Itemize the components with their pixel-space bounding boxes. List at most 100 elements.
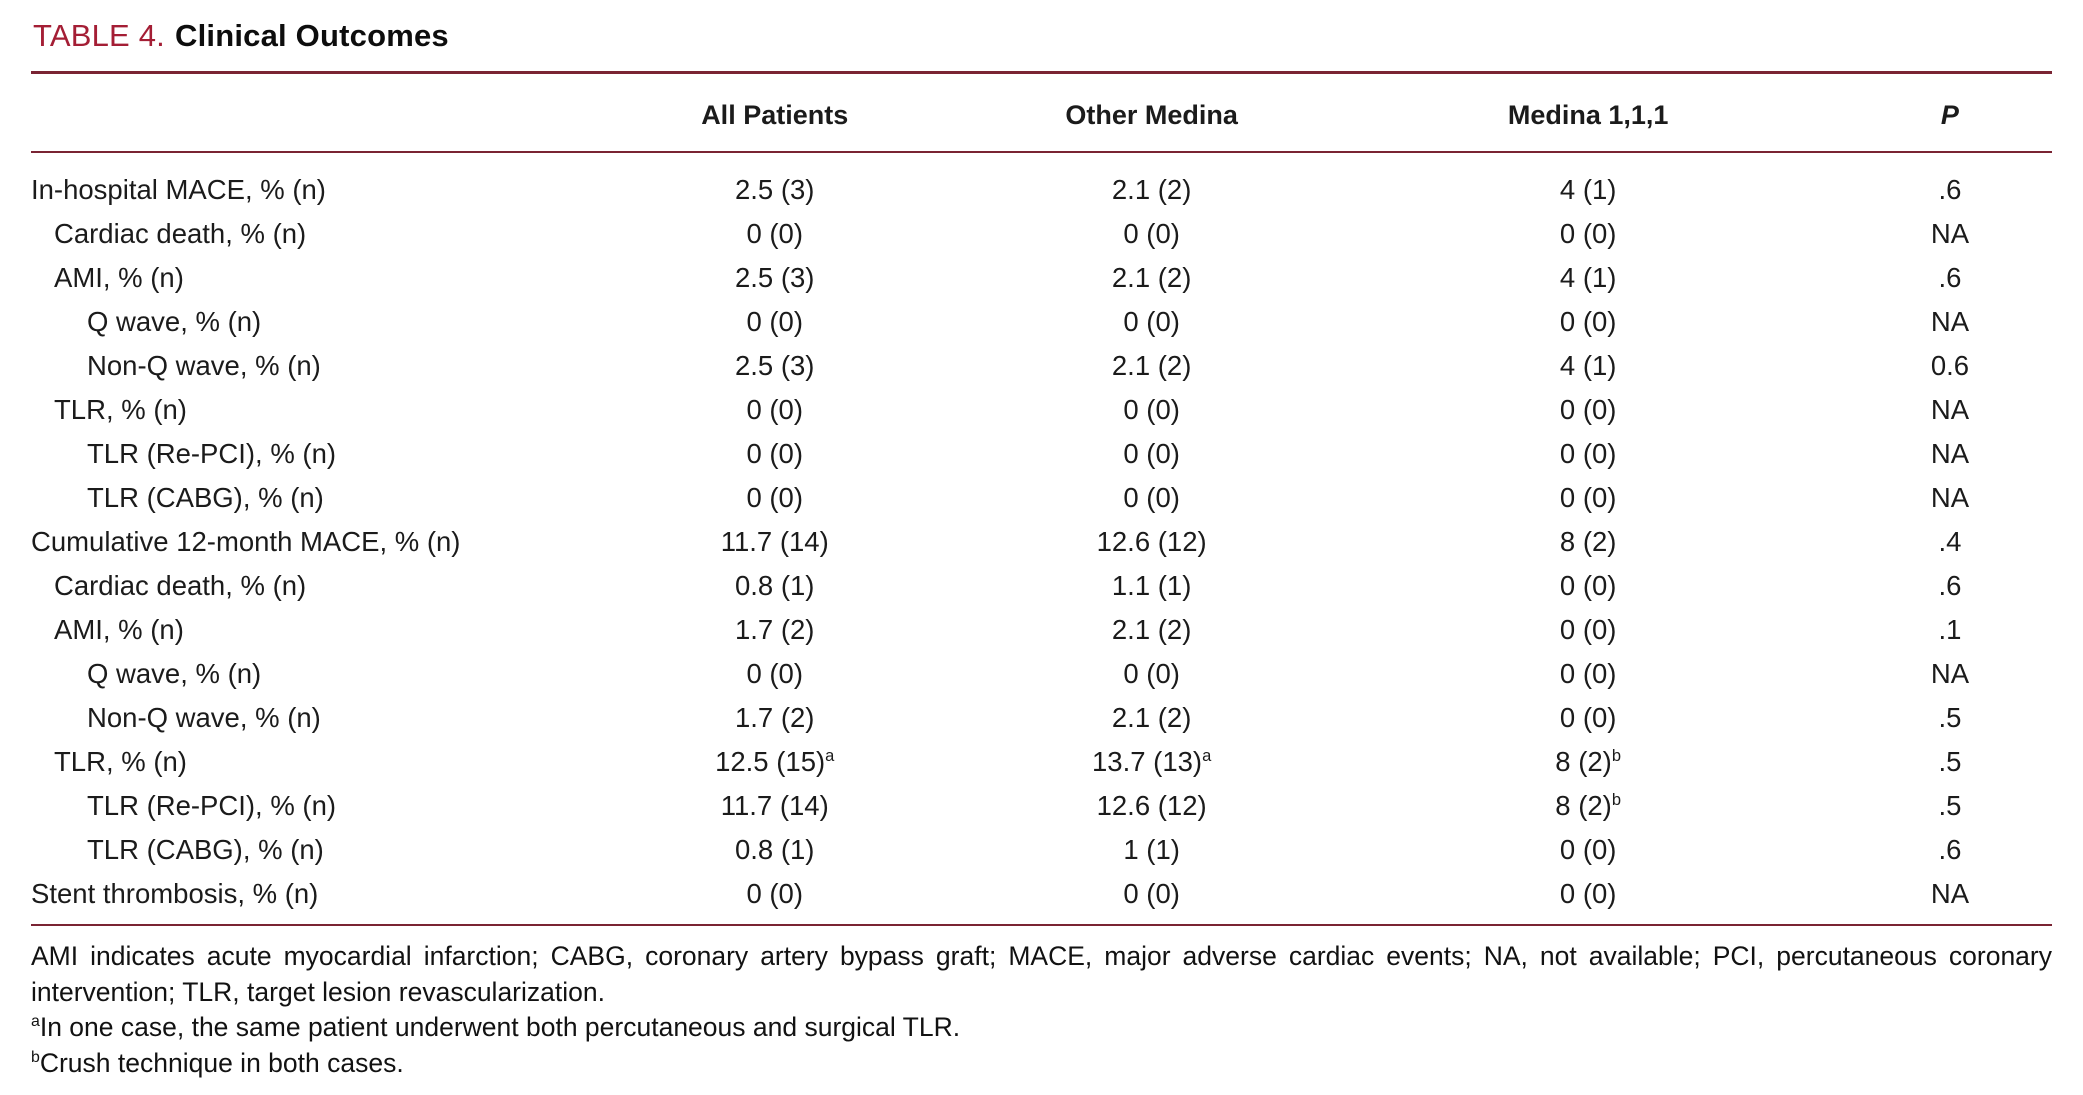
cell-value: .5 <box>1938 702 1962 733</box>
table-row: Cumulative 12-month MACE, % (n) 11.7 (14)… <box>31 520 2052 564</box>
cell-value: 8 (2) <box>1559 526 1617 557</box>
row-label: Cardiac death, % (n) <box>54 570 307 601</box>
row-label: In-hospital MACE, % (n) <box>31 174 326 205</box>
footnote-marker: b <box>31 1048 40 1066</box>
table-row: TLR (CABG), % (n) 0 (0) 0 (0) 0 (0) NA <box>31 476 2052 520</box>
cell-value: 0 (0) <box>1559 394 1617 425</box>
cell-value: 4 (1) <box>1559 350 1617 381</box>
cell-value: 0 (0) <box>1559 702 1617 733</box>
cell-value: 12.6 (12) <box>1096 790 1207 821</box>
row-label: Q wave, % (n) <box>87 306 262 337</box>
cell-value: 0.8 (1) <box>734 834 815 865</box>
row-label: Non-Q wave, % (n) <box>87 350 321 381</box>
row-label: Cardiac death, % (n) <box>54 218 307 249</box>
column-header-other-medina: Other Medina <box>974 72 1329 153</box>
footnote-line: bCrush technique in both cases. <box>31 1047 404 1078</box>
cell-value: 0 (0) <box>1559 306 1617 337</box>
cell-value: NA <box>1930 394 1970 425</box>
table-row: AMI, % (n) 2.5 (3) 2.1 (2) 4 (1) .6 <box>31 256 2052 300</box>
table-row: TLR, % (n) 0 (0) 0 (0) 0 (0) NA <box>31 388 2052 432</box>
header-row: All Patients Other Medina Medina 1,1,1 P <box>31 72 2052 153</box>
cell-value: 8 (2)b <box>1555 790 1622 821</box>
row-label: Q wave, % (n) <box>87 658 262 689</box>
cell-value: 0 (0) <box>1123 482 1180 513</box>
table-row: TLR (Re-PCI), % (n) 11.7 (14) 12.6 (12) 8 (… <box>31 784 2052 828</box>
table-row: Cardiac death, % (n) 0 (0) 0 (0) 0 (0) NA <box>31 212 2052 256</box>
cell-value: 0 (0) <box>746 482 803 513</box>
cell-value: 2.5 (3) <box>734 350 815 381</box>
cell-value: .5 <box>1938 790 1962 821</box>
table-row: AMI, % (n) 1.7 (2) 2.1 (2) 0 (0) .1 <box>31 608 2052 652</box>
cell-value: 2.5 (3) <box>734 174 815 205</box>
cell-value: 0.6 <box>1930 350 1970 381</box>
cell-value: 0 (0) <box>1559 570 1617 601</box>
footnotes: AMI indicates acute myocardial infarctio… <box>31 939 2052 1081</box>
cell-value: 0 (0) <box>1559 614 1617 645</box>
cell-value: 0 (0) <box>1123 218 1180 249</box>
table-row: Q wave, % (n) 0 (0) 0 (0) 0 (0) NA <box>31 652 2052 696</box>
cell-value: 0 (0) <box>1123 306 1180 337</box>
cell-value: 4 (1) <box>1559 262 1617 293</box>
row-label: Non-Q wave, % (n) <box>87 702 321 733</box>
table-row: Q wave, % (n) 0 (0) 0 (0) 0 (0) NA <box>31 300 2052 344</box>
cell-value: .6 <box>1938 262 1962 293</box>
row-label: TLR, % (n) <box>54 746 187 777</box>
cell-value: 0 (0) <box>746 658 803 689</box>
cell-value: 0 (0) <box>1559 878 1617 909</box>
cell-value: 11.7 (14) <box>720 790 829 821</box>
row-label-column-header <box>31 72 575 153</box>
table-row: Stent thrombosis, % (n) 0 (0) 0 (0) 0 (0) NA <box>31 872 2052 925</box>
footnote-marker: b <box>1611 790 1622 809</box>
cell-value: NA <box>1930 658 1970 689</box>
cell-value: 11.7 (14) <box>720 526 829 557</box>
cell-value: 0 (0) <box>1123 658 1180 689</box>
cell-value: 0.8 (1) <box>734 570 815 601</box>
cell-value: 1.1 (1) <box>1111 570 1192 601</box>
cell-value: 13.7 (13)a <box>1092 746 1212 777</box>
table-row: Non-Q wave, % (n) 1.7 (2) 2.1 (2) 0 (0) .5 <box>31 696 2052 740</box>
row-label: Stent thrombosis, % (n) <box>31 878 319 909</box>
cell-value: 0 (0) <box>746 878 803 909</box>
cell-value: 2.1 (2) <box>1111 262 1192 293</box>
cell-value: NA <box>1930 482 1970 513</box>
cell-value: 0 (0) <box>1123 394 1180 425</box>
cell-value: 1.7 (2) <box>734 702 815 733</box>
cell-value: 0 (0) <box>746 306 803 337</box>
column-header-all-patients: All Patients <box>574 72 975 153</box>
table-title-text: Clinical Outcomes <box>174 18 449 53</box>
table-row: TLR (CABG), % (n) 0.8 (1) 1 (1) 0 (0) .6 <box>31 828 2052 872</box>
table-row: TLR, % (n) 12.5 (15)a 13.7 (13)a 8 (2)b .5 <box>31 740 2052 784</box>
cell-value: 0 (0) <box>1123 438 1180 469</box>
cell-value: 2.1 (2) <box>1111 350 1192 381</box>
row-label: TLR (Re-PCI), % (n) <box>87 790 337 821</box>
footnote-marker: a <box>825 746 835 765</box>
cell-value: 0 (0) <box>746 438 803 469</box>
row-label: AMI, % (n) <box>54 614 184 645</box>
table-row: Non-Q wave, % (n) 2.5 (3) 2.1 (2) 4 (1) 0.6 <box>31 344 2052 388</box>
cell-value: 0 (0) <box>1559 834 1617 865</box>
footnote-line: aIn one case, the same patient underwent… <box>31 1012 961 1042</box>
cell-value: 8 (2)b <box>1555 746 1622 777</box>
cell-value: .4 <box>1938 526 1962 557</box>
row-label: Cumulative 12-month MACE, % (n) <box>31 526 461 557</box>
cell-value: 2.1 (2) <box>1111 614 1192 645</box>
footnote-line: AMI indicates acute myocardial infarctio… <box>31 941 2052 1007</box>
cell-value: .6 <box>1938 174 1962 205</box>
cell-value: .5 <box>1938 746 1962 777</box>
cell-value: NA <box>1930 218 1970 249</box>
table-row: In-hospital MACE, % (n) 2.5 (3) 2.1 (2) 4 (… <box>31 152 2052 212</box>
table-row: TLR (Re-PCI), % (n) 0 (0) 0 (0) 0 (0) NA <box>31 432 2052 476</box>
cell-value: 0 (0) <box>1559 438 1617 469</box>
cell-value: 12.5 (15)a <box>715 746 835 777</box>
row-label: TLR, % (n) <box>54 394 187 425</box>
cell-value: NA <box>1930 306 1970 337</box>
cell-value: .6 <box>1938 834 1962 865</box>
row-label: TLR (Re-PCI), % (n) <box>87 438 337 469</box>
footnote-marker: a <box>31 1013 40 1031</box>
row-label: TLR (CABG), % (n) <box>87 482 324 513</box>
column-header-medina-1-1-1: Medina 1,1,1 <box>1328 72 1848 153</box>
cell-value: .6 <box>1938 570 1962 601</box>
cell-value: 4 (1) <box>1559 174 1617 205</box>
row-label: TLR (CABG), % (n) <box>87 834 324 865</box>
